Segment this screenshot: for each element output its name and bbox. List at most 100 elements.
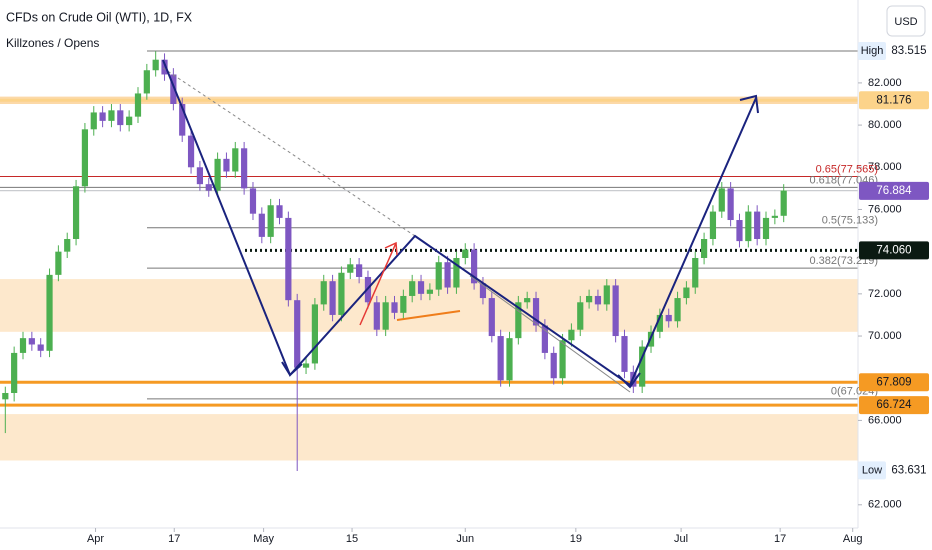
candle-body	[214, 158, 221, 191]
candle-body	[117, 110, 124, 126]
price-tag-label: 74.060	[876, 244, 911, 256]
candle-body	[479, 283, 487, 299]
candle-body	[285, 217, 292, 301]
y-tick-label: 78.000	[868, 161, 902, 173]
candle-body	[126, 116, 133, 126]
candle-body	[683, 287, 690, 299]
x-tick-label: Jun	[456, 533, 474, 545]
candle-body	[391, 302, 398, 313]
candle-body	[373, 302, 380, 330]
price-tag	[859, 396, 929, 415]
axes: 82.000 80.000 78.000 76.000 72.000 70.000 66.0…	[87, 41, 930, 545]
candle-body	[506, 338, 513, 381]
candle-body	[294, 300, 301, 368]
y-tick-label: 80.000	[868, 119, 902, 131]
candle-body	[249, 188, 257, 214]
price-tag	[859, 241, 929, 260]
zone	[0, 414, 858, 461]
candle-body	[524, 298, 531, 303]
x-tick-label: 17	[774, 533, 786, 545]
x-tick-label: 15	[346, 533, 358, 545]
candle-body	[72, 186, 80, 240]
candle-body	[700, 239, 708, 258]
candle-body	[639, 346, 646, 387]
price-tag-label: 81.176	[876, 94, 911, 106]
candle-body	[400, 295, 407, 313]
price-tag-label: 83.515	[891, 45, 926, 57]
candle-body	[311, 304, 318, 364]
arrow-head	[281, 361, 303, 377]
price-tag	[859, 373, 929, 392]
trend-dash	[162, 67, 416, 237]
candle-body	[205, 184, 212, 191]
candle-body	[347, 264, 354, 273]
candle-body	[143, 70, 150, 94]
x-tick-label: 17	[168, 533, 180, 545]
candle-body	[550, 352, 557, 379]
candle-body	[435, 262, 442, 290]
candle-body	[417, 281, 425, 294]
candle-body	[621, 336, 628, 372]
candle-body	[19, 338, 27, 353]
candle-body	[241, 148, 248, 189]
candle-body	[232, 148, 239, 172]
candle-body	[559, 340, 566, 379]
candle-body	[656, 314, 663, 332]
candle-body	[409, 281, 416, 296]
zone	[0, 279, 858, 332]
candle-body	[170, 74, 177, 104]
candle-body	[320, 281, 327, 305]
x-tick-label: Apr	[87, 533, 104, 545]
candle-body	[28, 338, 35, 345]
candle-body	[108, 110, 115, 121]
price-tag	[859, 181, 929, 200]
plot	[2, 51, 787, 472]
candle-body	[179, 103, 186, 136]
candle-body	[276, 205, 283, 218]
candle-body	[223, 158, 230, 172]
candle-body	[780, 190, 787, 216]
orange-line	[396, 310, 461, 321]
candle-body	[771, 215, 778, 218]
price-tag	[888, 461, 930, 480]
y-tick-label: 72.000	[868, 288, 902, 300]
candle-body	[338, 272, 345, 315]
x-tick-label: Aug	[843, 533, 863, 545]
candle-body	[488, 298, 495, 337]
candle-body	[356, 264, 363, 277]
candle-body	[709, 211, 717, 240]
chart-title: CFDs on Crude Oil (WTI), 1D, FX	[6, 10, 193, 24]
currency-label[interactable]: USD	[894, 16, 917, 28]
drawings	[162, 59, 759, 393]
trend-line	[469, 275, 631, 393]
candle-body	[754, 211, 761, 240]
arrow-head	[617, 372, 641, 389]
candle-body	[2, 392, 9, 400]
fib-label: 0.5(75.133)	[822, 215, 878, 227]
candle-body	[568, 329, 575, 341]
price-tag-name-bg	[858, 461, 886, 480]
candle-body	[612, 285, 619, 337]
candle-body	[586, 295, 593, 303]
arrow-head	[739, 94, 759, 114]
y-tick-label: 66.000	[868, 414, 902, 426]
red-arrow	[359, 242, 397, 326]
candle-body	[426, 289, 433, 294]
candle-body	[665, 314, 672, 322]
currency-button[interactable]	[886, 5, 926, 37]
candle-body	[692, 257, 699, 288]
candle-body	[382, 302, 389, 330]
price-tag-label: 66.724	[876, 399, 912, 411]
x-tick-label: May	[253, 533, 274, 545]
candle-body	[603, 285, 610, 305]
candle-body	[99, 112, 106, 121]
candle-body	[37, 344, 44, 351]
price-tag-label: 76.884	[876, 185, 912, 197]
candle-body	[64, 239, 71, 252]
fib-label: 0.65(77.565)	[816, 163, 878, 175]
candle-body	[462, 249, 469, 258]
x-tick-label: 19	[570, 533, 582, 545]
candle-body	[745, 211, 752, 242]
candle-body	[90, 112, 97, 130]
